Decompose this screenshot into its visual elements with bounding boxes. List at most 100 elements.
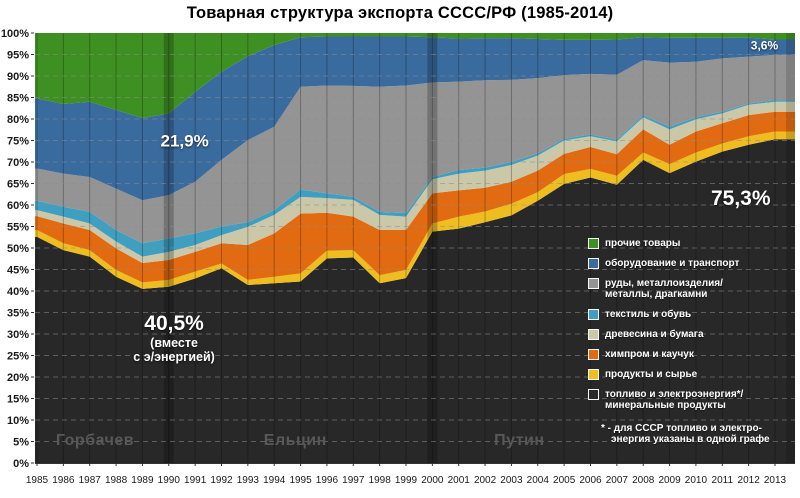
x-axis-label: 1990 (158, 475, 181, 486)
x-axis-label: 2006 (579, 475, 602, 486)
x-axis-label: 1994 (263, 475, 286, 486)
legend: прочие товары оборудование и транспорт руд… (588, 238, 788, 445)
legend-swatch-icon (588, 309, 599, 320)
era-label: Ельцин (263, 432, 327, 450)
x-axis-label: 2001 (448, 475, 471, 486)
legend-item: продукты и сырье (588, 369, 788, 380)
legend-swatch-icon (588, 258, 599, 269)
area-machinery-transport (35, 36, 795, 201)
area-ores-metals (35, 54, 795, 244)
legend-item: прочие товары (588, 238, 788, 249)
y-axis-label: 15% (7, 394, 29, 406)
x-axis-label: 2011 (712, 475, 734, 486)
value-annotation: 3,6% (750, 38, 779, 53)
y-axis-label: 35% (7, 308, 29, 320)
chart-title: Товарная структура экспорта СССС/РФ (198… (186, 4, 614, 22)
x-axis-label: 1992 (210, 475, 233, 486)
x-axis-label: 2009 (658, 475, 681, 486)
legend-label: текстиль и обувь (605, 309, 692, 320)
legend-item: оборудование и транспорт (588, 258, 788, 269)
y-axis-label: 95% (7, 50, 29, 62)
legend-label: топливо и электроэнергия*/ минеральные п… (605, 389, 744, 411)
y-axis-label: 40% (7, 286, 29, 298)
era-divider-band (786, 33, 795, 463)
annotation-value: 3,6% (750, 38, 779, 53)
y-axis-label: 100% (1, 28, 29, 40)
annotation-value: 21,9% (160, 130, 209, 150)
x-axis-label: 2000 (421, 475, 444, 486)
legend-swatch-icon (588, 238, 599, 249)
legend-item: топливо и электроэнергия*/ минеральные п… (588, 389, 788, 411)
legend-swatch-icon (588, 389, 599, 400)
y-axis-label: 20% (7, 372, 29, 384)
value-annotation: 40,5% (вместе с э/энергией) (133, 313, 215, 365)
x-axis-label: 1988 (105, 475, 128, 486)
x-axis-label: 2013 (764, 475, 787, 486)
y-axis-label: 45% (7, 265, 29, 277)
y-axis-label: 65% (7, 179, 29, 191)
y-axis-label: 55% (7, 222, 29, 234)
x-axis-label: 1996 (316, 475, 339, 486)
y-axis-label: 85% (7, 93, 29, 105)
x-axis-label: 1999 (395, 475, 418, 486)
y-axis-label: 25% (7, 351, 29, 363)
x-axis-label: 2010 (685, 475, 708, 486)
area-wood-paper (35, 101, 795, 264)
legend-item: руды, металлоизделия/ металлы, драгкамни (588, 278, 788, 300)
legend-item: текстиль и обувь (588, 309, 788, 320)
x-axis-label: 1986 (52, 475, 75, 486)
x-axis-label: 2008 (632, 475, 655, 486)
x-axis-label: 1989 (131, 475, 154, 486)
annotation-value: 40,5% (144, 312, 204, 336)
x-axis-label: 1993 (237, 475, 260, 486)
y-axis-label: 0% (13, 458, 29, 470)
y-axis-label: 90% (7, 71, 29, 83)
area-products-raw (35, 131, 795, 289)
legend-swatch-icon (588, 278, 599, 289)
legend-label: химпром и каучук (605, 349, 694, 360)
x-axis-label: 2002 (474, 475, 497, 486)
y-axis-label: 30% (7, 329, 29, 341)
x-axis-label: 1998 (369, 475, 392, 486)
value-annotation: 21,9% (160, 131, 208, 150)
legend-footnote-line: * - для СССР топливо и электро- (601, 423, 762, 434)
x-axis-label: 1991 (184, 475, 207, 486)
annotation-subtext: (вместе с э/энергией) (133, 336, 215, 365)
x-axis-label: 2012 (738, 475, 761, 486)
y-axis-label: 60% (7, 200, 29, 212)
y-axis-label: 80% (7, 114, 29, 126)
area-fuel-minerals (35, 139, 795, 463)
legend-label: оборудование и транспорт (605, 258, 740, 269)
x-axis-label: 1995 (289, 475, 312, 486)
legend-label: прочие товары (605, 238, 681, 249)
legend-label: продукты и сырье (605, 369, 698, 380)
x-axis-label: 2004 (527, 475, 550, 486)
legend-swatch-icon (588, 349, 599, 360)
legend-item: химпром и каучук (588, 349, 788, 360)
era-label: Путин (494, 432, 545, 450)
x-axis-label: 2007 (606, 475, 629, 486)
y-axis-label: 75% (7, 136, 29, 148)
y-axis-label: 70% (7, 157, 29, 169)
legend-label: руды, металлоизделия/ металлы, драгкамни (605, 278, 723, 300)
y-axis-label: 10% (7, 415, 29, 427)
annotation-value: 75,3% (710, 186, 771, 210)
era-label: Горбачев (55, 432, 135, 450)
legend-swatch-icon (588, 369, 599, 380)
legend-item: древесина и бумага (588, 329, 788, 340)
y-axis-label: 50% (7, 243, 29, 255)
legend-footnote-line: энергия указаны в одной графе (611, 434, 770, 445)
area-chemicals-rubber (35, 111, 795, 283)
legend-swatch-icon (588, 329, 599, 340)
x-axis-label: 2003 (500, 475, 523, 486)
x-axis-label: 1985 (26, 475, 49, 486)
y-axis-label: 5% (13, 437, 29, 449)
value-annotation: 75,3% (711, 187, 771, 211)
legend-footnote: * - для СССР топливо и электро-энергия у… (588, 423, 788, 445)
x-axis-label: 1987 (79, 475, 102, 486)
era-divider-band (163, 33, 174, 463)
legend-label: древесина и бумага (605, 329, 704, 340)
x-axis-label: 1997 (342, 475, 365, 486)
